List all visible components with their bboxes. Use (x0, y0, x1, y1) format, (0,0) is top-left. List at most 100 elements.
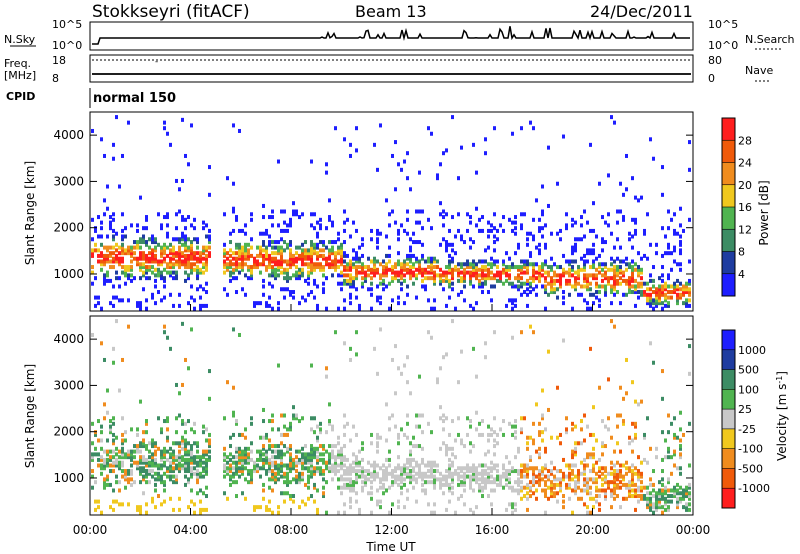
power-cell (202, 248, 205, 253)
colorbar-swatch (722, 184, 735, 207)
velocity-cell (589, 496, 592, 501)
velocity-cell (379, 505, 382, 510)
velocity-cell (511, 469, 514, 474)
colorbar-tick: -1000 (738, 482, 770, 495)
velocity-cell (568, 496, 571, 501)
velocity-cell (499, 477, 502, 482)
power-cell (415, 240, 418, 245)
power-cell (259, 262, 262, 267)
power-cell (610, 287, 613, 292)
velocity-cell (226, 466, 229, 471)
velocity-cell (439, 416, 442, 421)
velocity-cell (178, 466, 181, 471)
velocity-cell (307, 474, 310, 479)
power-cell (205, 248, 208, 253)
velocity-cell (91, 441, 94, 446)
power-cell (502, 262, 505, 267)
power-cell (538, 217, 541, 222)
power-cell (571, 284, 574, 289)
velocity-cell (208, 441, 211, 446)
power-cell (343, 220, 346, 225)
power-cell (91, 265, 94, 270)
power-cell (313, 251, 316, 256)
velocity-cell (529, 457, 532, 462)
power-cell (370, 259, 373, 264)
velocity-cell (649, 341, 652, 346)
power-cell (340, 251, 343, 256)
power-cell (112, 228, 115, 233)
velocity-cell (619, 505, 622, 510)
nsky-panel: N.Sky 10^5 10^0 10^5 10^0 N.Search (4, 18, 795, 52)
velocity-cell (205, 452, 208, 457)
power-cell (286, 228, 289, 233)
velocity-cell (166, 416, 169, 421)
power-cell (496, 259, 499, 264)
power-cell (631, 270, 634, 275)
velocity-cell (283, 499, 286, 504)
velocity-cell (415, 499, 418, 504)
velocity-cell (679, 438, 682, 443)
power-cell (418, 265, 421, 270)
power-cell (172, 270, 175, 275)
velocity-cell (421, 457, 424, 462)
velocity-cell (433, 510, 436, 515)
power-cell (127, 245, 130, 250)
power-cell (202, 265, 205, 270)
velocity-cell (160, 427, 163, 432)
power-cell (559, 284, 562, 289)
power-cell (277, 240, 280, 245)
power-cell (268, 262, 271, 267)
velocity-cell (223, 452, 226, 457)
power-cell (274, 251, 277, 256)
power-cell (592, 259, 595, 264)
velocity-cell (175, 455, 178, 460)
power-cell (154, 273, 157, 278)
power-cell (466, 228, 469, 233)
velocity-cell (136, 432, 139, 437)
velocity-cell (406, 488, 409, 493)
power-cell (649, 278, 652, 283)
velocity-cell (397, 474, 400, 479)
velocity-cell (442, 474, 445, 479)
power-cell (451, 215, 454, 220)
power-cell (418, 240, 421, 245)
power-cell (619, 209, 622, 214)
velocity-cell (589, 432, 592, 437)
power-cell (262, 248, 265, 253)
velocity-cell (661, 488, 664, 493)
power-cell (349, 273, 352, 278)
velocity-cell (313, 430, 316, 435)
velocity-cell (544, 491, 547, 496)
velocity-cell (343, 457, 346, 462)
power-cell (628, 278, 631, 283)
velocity-cell (271, 471, 274, 476)
power-cell (187, 259, 190, 264)
velocity-cell (637, 469, 640, 474)
velocity-cell (406, 496, 409, 501)
power-cell (613, 267, 616, 272)
velocity-cell (457, 471, 460, 476)
velocity-cell (382, 477, 385, 482)
power-cell (184, 245, 187, 250)
power-cell (265, 228, 268, 233)
velocity-cell (298, 505, 301, 510)
velocity-cell (262, 460, 265, 465)
power-cell (520, 265, 523, 270)
power-cell (343, 298, 346, 303)
power-cell (136, 242, 139, 247)
velocity-cell (430, 430, 433, 435)
velocity-cell (190, 499, 193, 504)
power-cell (634, 290, 637, 295)
velocity-cell (625, 391, 628, 396)
velocity-cell (361, 474, 364, 479)
power-cell (637, 251, 640, 256)
power-cell (136, 262, 139, 267)
power-cell (445, 265, 448, 270)
velocity-cell (382, 485, 385, 490)
velocity-cell (238, 432, 241, 437)
velocity-cell (316, 424, 319, 429)
power-cell (130, 251, 133, 256)
velocity-cell (94, 446, 97, 451)
power-cell (91, 248, 94, 253)
power-cell (445, 270, 448, 275)
